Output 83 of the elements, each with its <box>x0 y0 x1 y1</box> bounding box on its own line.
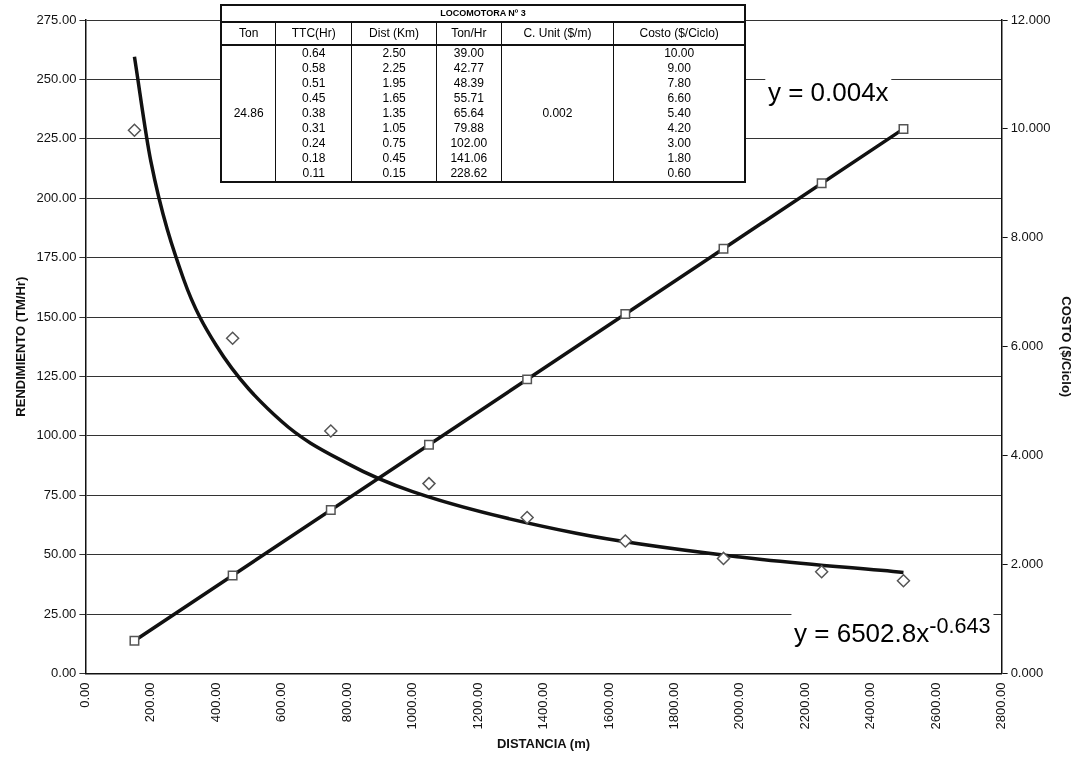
annotation: 228.62 <box>436 166 502 182</box>
y2-tick-label: 4.000 <box>1010 447 1044 463</box>
annotation: 65.64 <box>436 106 502 121</box>
x-tick-label: 2800.00 <box>993 682 1009 730</box>
annotation: 39.00 <box>436 45 502 61</box>
x-tick-label: 400.00 <box>207 682 223 723</box>
annotation: 0.60 <box>613 166 745 182</box>
y-tick-label: 225.00 <box>36 130 77 146</box>
y-tick-label: 25.00 <box>43 605 77 621</box>
annotation: 42.77 <box>436 61 502 76</box>
annotation: 0.31 <box>275 121 352 136</box>
y2-tick-label: 0.000 <box>1010 664 1044 680</box>
annotation: 2.25 <box>351 61 437 76</box>
annotation: 79.88 <box>436 121 502 136</box>
annotation: Costo ($/Ciclo) <box>613 22 745 45</box>
y-tick-label: 75.00 <box>43 486 77 502</box>
y-tick-label: 0.00 <box>51 664 77 680</box>
annotation: 3.00 <box>613 136 745 151</box>
y2-tick-label: 10.000 <box>1010 120 1051 136</box>
annotation: 0.24 <box>275 136 352 151</box>
annotation: Ton <box>221 22 276 45</box>
annotation: 1.95 <box>351 76 437 91</box>
annotation: y = 0.004x <box>764 76 892 108</box>
y2-tick-label: 6.000 <box>1010 338 1044 354</box>
x-tick-label: 1400.00 <box>535 682 551 730</box>
annotation: 102.00 <box>436 136 502 151</box>
annotation: 24.86 <box>221 45 276 182</box>
annotation: C. Unit ($/m) <box>501 22 614 45</box>
annotation: 1.80 <box>613 151 745 166</box>
annotation: 4.20 <box>613 121 745 136</box>
annotation: 0.18 <box>275 151 352 166</box>
annotation: 0.45 <box>351 151 437 166</box>
annotation: Ton/Hr <box>436 22 502 45</box>
annotation: y = 6502.8x$^{-0.643}$ <box>791 613 994 650</box>
annotation: 0.11 <box>275 166 352 182</box>
annotation: 0.45 <box>275 91 352 106</box>
annotation: 5.40 <box>613 106 745 121</box>
annotation: 55.71 <box>436 91 502 106</box>
y-tick-label: 150.00 <box>36 308 77 324</box>
x-tick-label: 800.00 <box>338 682 354 723</box>
x-tick-label: 1600.00 <box>600 682 616 730</box>
chart-title: LOCOMOTORA Nº 3 <box>221 5 745 22</box>
y2-tick-label: 12.000 <box>1010 11 1051 27</box>
x-tick-label: 1200.00 <box>469 682 485 730</box>
annotation: TTC(Hr) <box>275 22 352 45</box>
x-tick-label: 600.00 <box>273 682 289 723</box>
annotation: 10.00 <box>613 45 745 61</box>
annotation: 0.51 <box>275 76 352 91</box>
annotation: 141.06 <box>436 151 502 166</box>
annotation: Dist (Km) <box>351 22 437 45</box>
y-tick-label: 125.00 <box>36 367 77 383</box>
x-axis-title: DISTANCIA (m) <box>496 735 591 751</box>
annotation: 0.15 <box>351 166 437 182</box>
annotation: 0.58 <box>275 61 352 76</box>
annotation: 1.65 <box>351 91 437 106</box>
y-tick-label: 275.00 <box>36 11 77 27</box>
annotation: 9.00 <box>613 61 745 76</box>
annotation: 48.39 <box>436 76 502 91</box>
annotation: 0.002 <box>501 45 614 182</box>
x-tick-label: 1000.00 <box>404 682 420 730</box>
x-tick-label: 1800.00 <box>665 682 681 730</box>
annotation: 0.75 <box>351 136 437 151</box>
y2-axis-title: COSTO ($/Ciclo) <box>1058 296 1074 398</box>
y-tick-label: 100.00 <box>36 427 77 443</box>
y-tick-label: 250.00 <box>36 70 77 86</box>
x-tick-label: 2600.00 <box>927 682 943 730</box>
x-tick-label: 2200.00 <box>796 682 812 730</box>
y-tick-label: 175.00 <box>36 249 77 265</box>
annotation: 0.38 <box>275 106 352 121</box>
y-tick-label: 200.00 <box>36 189 77 205</box>
y2-tick-label: 8.000 <box>1010 229 1044 245</box>
y2-tick-label: 2.000 <box>1010 556 1044 572</box>
x-tick-label: 200.00 <box>142 682 158 723</box>
annotation: 1.35 <box>351 106 437 121</box>
y-axis-title: RENDIMIENTO (TM/Hr) <box>13 276 29 417</box>
x-tick-label: 2400.00 <box>862 682 878 730</box>
annotation: 6.60 <box>613 91 745 106</box>
x-tick-label: 2000.00 <box>731 682 747 730</box>
annotation: 2.50 <box>351 45 437 61</box>
annotation: 1.05 <box>351 121 437 136</box>
y-tick-label: 50.00 <box>43 546 77 562</box>
annotation: 7.80 <box>613 76 745 91</box>
annotation: 0.64 <box>275 45 352 61</box>
